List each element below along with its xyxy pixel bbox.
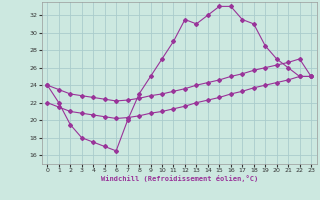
X-axis label: Windchill (Refroidissement éolien,°C): Windchill (Refroidissement éolien,°C) — [100, 175, 258, 182]
